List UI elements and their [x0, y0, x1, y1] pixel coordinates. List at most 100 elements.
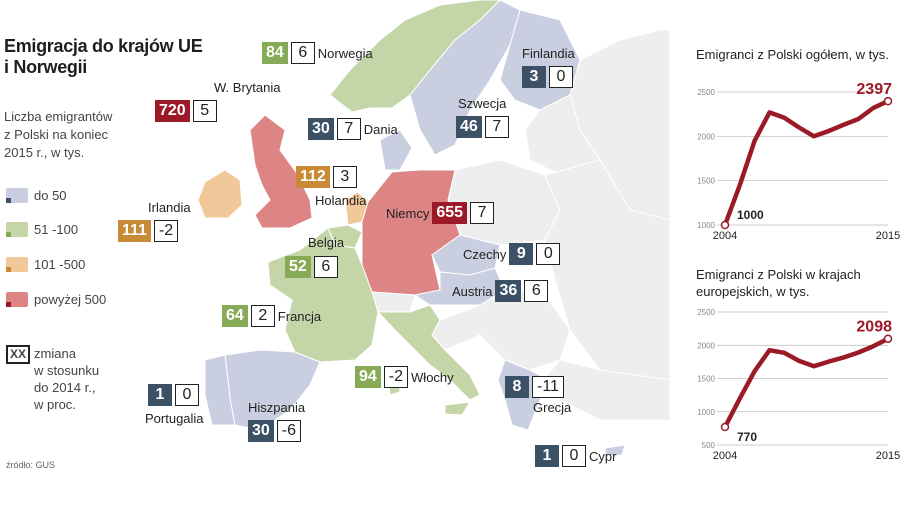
- country-value: 112: [296, 166, 330, 188]
- country-value: 111: [118, 220, 151, 242]
- map-austria: [413, 267, 506, 306]
- end-point: [883, 334, 893, 343]
- country-name-belgium: Belgia: [308, 235, 345, 250]
- country-value: 84: [262, 42, 288, 64]
- chart-europe: 500 1000 1500 2000 2500 2004 2015 770 2098: [697, 308, 900, 462]
- legend-label: 51 -100: [34, 222, 79, 237]
- country-uk: 720 5: [155, 100, 217, 122]
- map-subtitle: Liczba emigrantów z Polski na koniec 201…: [4, 108, 112, 162]
- y-tick-label: 2500: [697, 88, 715, 97]
- country-change: 2: [250, 305, 275, 327]
- legend-item-high: 101 -500: [6, 257, 85, 272]
- country-name-finland: Finlandia: [522, 46, 575, 61]
- y-tick-label: 500: [702, 441, 716, 450]
- y-tick-label: 2000: [697, 132, 715, 141]
- country-value: 30: [248, 420, 274, 442]
- title-line-2: i Norwegii: [4, 57, 88, 77]
- country-greece: 8 -11: [505, 376, 564, 398]
- map-germany: [361, 169, 461, 296]
- map-uk: [249, 114, 313, 229]
- start-point: [720, 220, 730, 230]
- country-value: 9: [509, 243, 534, 265]
- country-netherlands: 112 3: [296, 166, 357, 188]
- country-change: 0: [536, 243, 561, 265]
- country-name-ireland: Irlandia: [148, 200, 191, 215]
- y-tick-label: 1000: [697, 221, 715, 230]
- x-tick-label: 2015: [876, 450, 900, 462]
- legend-label: do 50: [34, 188, 67, 203]
- series-line: [722, 98, 891, 228]
- country-germany: Niemcy 655 7: [386, 202, 495, 224]
- country-value: 52: [285, 256, 311, 278]
- country-change: 6: [313, 256, 338, 278]
- country-name-spain: Hiszpania: [248, 400, 306, 415]
- country-name: Czechy: [463, 246, 507, 262]
- country-italy: 94 -2 Włochy: [355, 366, 454, 388]
- legend-label: 101 -500: [34, 257, 86, 272]
- start-point: [720, 422, 730, 432]
- map-denmark: [379, 129, 413, 171]
- map-sicily: [444, 401, 471, 416]
- country-value: 94: [355, 366, 381, 388]
- country-norway: 84 6 Norwegia: [262, 42, 373, 64]
- country-value: 1: [535, 445, 559, 467]
- y-tick-label: 2500: [697, 308, 715, 317]
- map-ireland: [197, 169, 243, 219]
- map-portugal: [204, 354, 236, 426]
- y-tick-label: 1500: [697, 375, 715, 384]
- country-change: 0: [175, 384, 199, 406]
- title-line-1: Emigracja do krajów UE: [4, 36, 203, 56]
- x-tick-label: 2015: [876, 230, 900, 242]
- y-tick-label: 2000: [697, 341, 715, 350]
- map-italy: [376, 304, 481, 401]
- start-value-label: 1000: [737, 208, 764, 222]
- x-tick-label: 2004: [713, 230, 737, 242]
- country-value: 64: [222, 305, 248, 327]
- country-value: 655: [432, 202, 468, 224]
- country-change: -6: [276, 420, 302, 442]
- legend-label: powyżej 500: [34, 292, 107, 307]
- end-value-label: 2397: [856, 81, 892, 98]
- chart-total: 1000 1500 2000 2500 2004 2015 1000 2397: [697, 81, 900, 242]
- country-name-greece: Grecja: [533, 400, 572, 415]
- change-legend-line: w proc.: [34, 397, 76, 412]
- country-name-netherlands: Holandia: [315, 193, 367, 208]
- country-value: 36: [495, 280, 522, 302]
- country-change: 7: [336, 118, 361, 140]
- change-legend-box: XX: [6, 345, 31, 364]
- y-tick-label: 1000: [697, 408, 715, 417]
- country-change: 7: [484, 116, 509, 138]
- country-france: 64 2 Francja: [222, 305, 321, 327]
- legend-item-low: do 50: [6, 188, 67, 203]
- end-value-label: 2098: [856, 319, 892, 336]
- legend-item-mid: 51 -100: [6, 222, 78, 237]
- subtitle-line: z Polski na koniec: [4, 127, 109, 142]
- country-denmark: 30 7 Dania: [308, 118, 398, 140]
- source-note: źródło: GUS: [6, 460, 56, 470]
- country-change: 6: [524, 280, 549, 302]
- legend-swatch: [6, 222, 28, 237]
- country-name: Norwegia: [317, 45, 373, 61]
- change-legend-line: w stosunku: [34, 363, 100, 378]
- country-value: 1: [148, 384, 172, 406]
- legend-swatch: [6, 257, 28, 272]
- country-name: Austria: [452, 283, 493, 299]
- country-finland: 3 0: [522, 66, 573, 88]
- chart-1-title: Emigranci z Polski ogółem, w tys.: [696, 47, 889, 62]
- country-name-uk: W. Brytania: [214, 80, 281, 95]
- country-austria: Austria 36 6: [452, 280, 549, 302]
- country-change: 3: [332, 166, 357, 188]
- legend-swatch: [6, 292, 28, 307]
- series-line: [722, 336, 891, 430]
- country-change: 7: [470, 202, 495, 224]
- country-change: -2: [153, 220, 179, 242]
- map-cyprus: [604, 444, 626, 457]
- europe-map: [197, 0, 670, 457]
- country-change: -2: [383, 366, 409, 388]
- country-value: 720: [155, 100, 190, 122]
- country-value: 46: [456, 116, 482, 138]
- country-change: 0: [549, 66, 573, 88]
- subtitle-line: 2015 r., w tys.: [4, 145, 85, 160]
- subtitle-line: Liczba emigrantów: [4, 109, 113, 124]
- x-tick-label: 2004: [713, 450, 737, 462]
